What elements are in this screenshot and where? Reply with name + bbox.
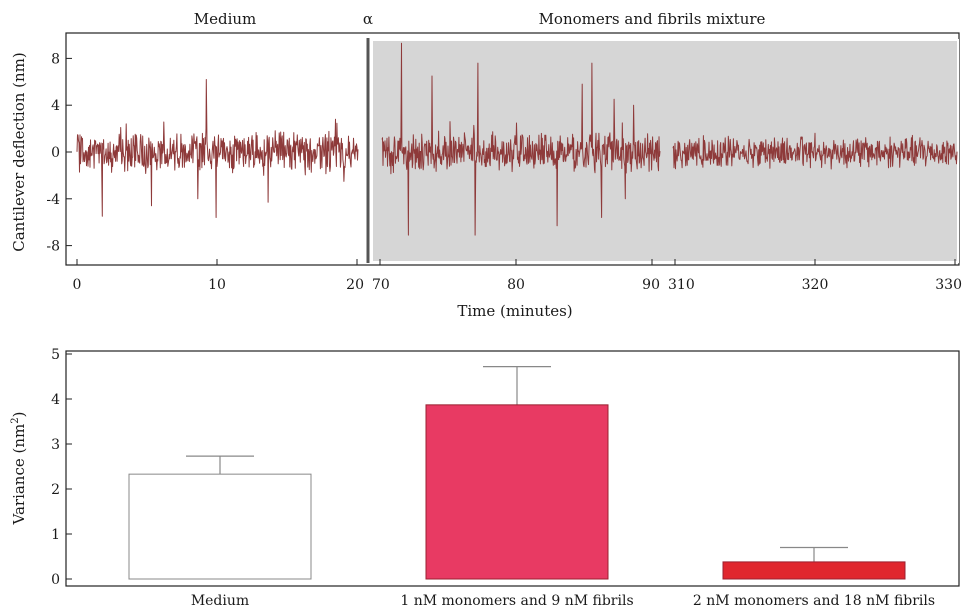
top-label-mixture: Monomers and fibrils mixture (539, 10, 766, 28)
variance-y-axis-label: Variance (nm2) (10, 412, 28, 526)
variance-y-label-end: ) (10, 412, 28, 418)
variance-category-label: Medium (191, 593, 249, 608)
variance-y-tick-label: 1 (51, 527, 60, 543)
deflection-y-axis-label: Cantilever deflection (nm) (10, 52, 28, 252)
variance-panel: 0 1 2 3 4 5 Medium 1 nM monomers and 9 nM fibr… (10, 347, 960, 608)
deflection-trace-segment (672, 132, 958, 170)
variance-bars: Medium 1 nM monomers and 9 nM fibrils 2 nM… (128, 366, 935, 608)
deflection-trace-segment (76, 79, 359, 218)
variance-bar (128, 473, 312, 580)
deflection-x-ticks: 0 10 20 70 80 90 310 320 330 (73, 259, 962, 293)
deflection-x-tick-label: 20 (346, 277, 364, 293)
variance-y-tick-label: 3 (51, 437, 60, 453)
deflection-traces (76, 42, 958, 236)
deflection-y-tick-label: 8 (51, 51, 60, 67)
variance-y-label-base: Variance (nm (10, 424, 28, 526)
variance-y-label-sup: 2 (10, 417, 21, 423)
mixture-region-frame (371, 39, 959, 263)
variance-y-tick-label: 0 (51, 572, 60, 588)
deflection-x-tick-label: 70 (372, 277, 390, 293)
variance-y-tick-label: 4 (51, 392, 60, 408)
deflection-x-tick-label: 310 (668, 277, 695, 293)
variance-plot-frame (65, 350, 960, 587)
variance-category-label: 1 nM monomers and 9 nM fibrils (400, 593, 633, 608)
variance-bar (722, 561, 906, 580)
deflection-y-tick-label: -8 (46, 239, 60, 255)
deflection-x-tick-label: 320 (802, 277, 829, 293)
deflection-y-tick-label: 4 (51, 98, 60, 114)
variance-y-ticks: 0 1 2 3 4 5 (51, 347, 72, 588)
deflection-trace-segment (381, 42, 661, 236)
variance-y-tick-label: 5 (51, 347, 60, 363)
deflection-x-tick-label: 10 (208, 277, 226, 293)
variance-category-label: 2 nM monomers and 18 nM fibrils (693, 593, 935, 608)
top-label-alpha: α (363, 10, 373, 28)
deflection-y-ticks: 8 4 0 -4 -8 (46, 51, 72, 255)
deflection-x-tick-label: 90 (642, 277, 660, 293)
variance-bar (425, 404, 609, 580)
deflection-x-axis-label: Time (minutes) (457, 302, 572, 320)
deflection-panel: Medium α Monomers and fibrils mixture 8 4… (10, 10, 962, 320)
top-label-medium: Medium (194, 10, 257, 28)
deflection-y-tick-label: -4 (46, 192, 60, 208)
variance-y-tick-label: 2 (51, 482, 60, 498)
deflection-y-tick-label: 0 (51, 145, 60, 161)
deflection-x-tick-label: 330 (935, 277, 962, 293)
deflection-x-tick-label: 0 (73, 277, 82, 293)
deflection-x-tick-label: 80 (507, 277, 525, 293)
